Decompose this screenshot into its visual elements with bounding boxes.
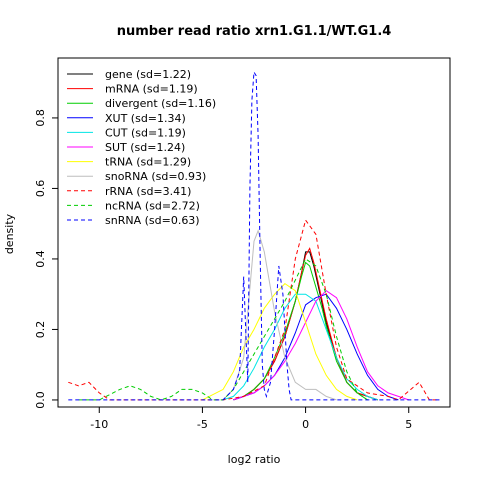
y-axis-title: density <box>3 213 16 254</box>
y-tick-label: 0.4 <box>34 250 47 268</box>
legend-label: SUT (sd=1.24) <box>105 141 185 154</box>
legend-label: divergent (sd=1.16) <box>105 97 216 110</box>
series-line <box>222 293 378 401</box>
y-tick-label: 0.6 <box>34 180 47 198</box>
legend-label: tRNA (sd=1.29) <box>105 156 191 169</box>
series-line <box>222 229 337 401</box>
legend-label: snoRNA (sd=0.93) <box>105 170 206 183</box>
legend-label: ncRNA (sd=2.72) <box>105 199 200 212</box>
legend-label: rRNA (sd=3.41) <box>105 185 191 198</box>
chart-title: number read ratio xrn1.G1.1/WT.G1.4 <box>117 24 392 39</box>
series-line <box>233 247 378 401</box>
y-tick-label: 0.8 <box>34 109 47 127</box>
legend: gene (sd=1.22) mRNA (sd=1.19)divergent (s… <box>67 68 216 227</box>
x-tick-label: -5 <box>197 418 208 431</box>
x-tick-label: 5 <box>405 418 412 431</box>
series-line <box>233 261 368 401</box>
plot-lines <box>68 70 440 401</box>
y-axis: 0.0 0.2 0.4 0.6 0.8 <box>34 109 59 409</box>
series-line <box>202 282 358 401</box>
x-axis-title: log2 ratio <box>228 453 281 466</box>
x-axis: -10 -5 0 5 <box>90 406 412 431</box>
series-line <box>68 70 440 401</box>
legend-label: CUT (sd=1.19) <box>105 126 186 139</box>
series-line <box>68 219 440 401</box>
x-tick-label: -10 <box>90 418 108 431</box>
legend-label: mRNA (sd=1.19) <box>105 83 198 96</box>
legend-label: gene (sd=1.22) <box>105 68 191 81</box>
y-tick-label: 0.0 <box>34 391 47 409</box>
x-tick-label: 0 <box>302 418 309 431</box>
series-line <box>233 251 378 401</box>
y-tick-label: 0.2 <box>34 321 47 339</box>
legend-label: snRNA (sd=0.63) <box>105 214 200 227</box>
legend-label: XUT (sd=1.34) <box>105 112 186 125</box>
